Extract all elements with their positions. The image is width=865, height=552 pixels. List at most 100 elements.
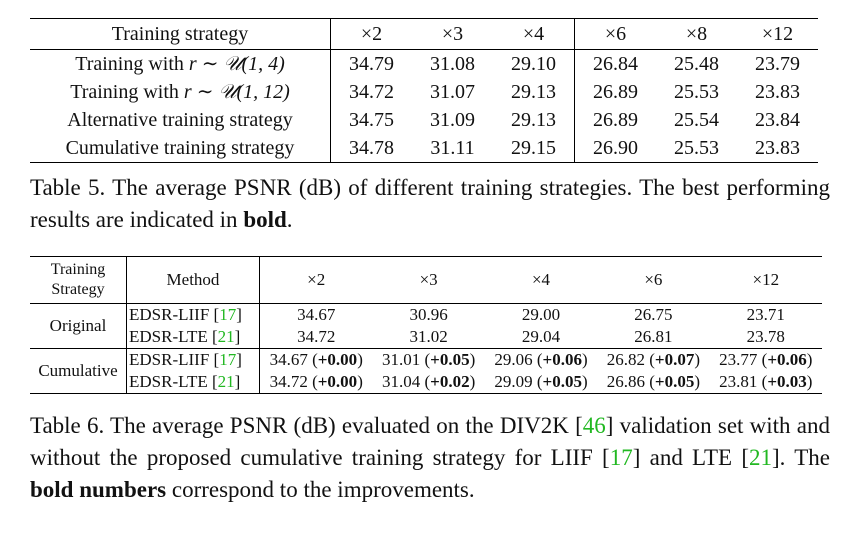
table-5-caption: Table 5. The average PSNR (dB) of differ… [30, 172, 830, 236]
t5-cell: 23.84 [755, 109, 800, 131]
t6-cell-value: 26.82 [606, 350, 645, 369]
t5-row: Training with r ∼ 𝒰(1, 12) 34.72 31.07 29.1… [30, 78, 818, 106]
t6-header-scale: ×4 [531, 270, 551, 289]
citation-link[interactable]: 17 [219, 305, 237, 324]
t6-cell-value: 29.06 [494, 350, 533, 369]
t6-cell-value: 26.86 [606, 372, 645, 391]
t5-cell: 34.72 [349, 81, 394, 103]
t6-group: Original EDSR-LIIF [17] 34.67 30.96 29.00 26.… [30, 303, 822, 349]
t6-header-scale: ×2 [307, 270, 326, 289]
t6-cell: 26.81 [597, 326, 709, 349]
table-6-caption: Table 6. The average PSNR (dB) evaluated… [30, 413, 830, 502]
t6-cell-delta: +0.00 [317, 350, 358, 369]
t5-caption-text: Table 5. The average PSNR (dB) of differ… [30, 175, 830, 232]
t5-row-label-prefix: Training with [70, 81, 184, 103]
t6-cell-delta: +0.05 [430, 350, 470, 369]
t5-row-label: Alternative training strategy [30, 106, 331, 134]
t5-row-label-math: r ∼ 𝒰(1, 12) [183, 81, 290, 103]
t5-row: Alternative training strategy 34.75 31.09 2… [30, 106, 818, 134]
citation-link[interactable]: 17 [219, 350, 237, 369]
citation-link[interactable]: 21 [217, 327, 235, 346]
t5-cell: 25.53 [674, 81, 719, 103]
t6-header-strategy-line2: Strategy [51, 281, 105, 298]
t6-cell-delta: +0.03 [767, 372, 807, 391]
t6-cell: 29.00 [485, 304, 597, 327]
t5-cell: 26.84 [593, 53, 638, 75]
t6-header-strategy-line1: Training [50, 261, 106, 278]
t6-cell-delta: +0.05 [542, 372, 582, 391]
t6-method-name: EDSR-LTE [129, 327, 208, 346]
t6-cell-value: 26.81 [634, 327, 673, 346]
t6-header-strategy: Training Strategy [30, 256, 127, 304]
t6-cell-value: 29.00 [521, 305, 561, 324]
t5-cell: 29.13 [493, 78, 575, 106]
t5-cell: 25.48 [674, 53, 719, 75]
t5-header-x2: ×2 [360, 23, 383, 45]
t6-row: Cumulative EDSR-LIIF [17] 34.67 (+0.00) 31.… [30, 348, 822, 394]
t6-cell-delta: +0.07 [654, 350, 695, 369]
t5-header-x3: ×3 [441, 23, 464, 45]
t6-header-method: Method [126, 256, 260, 304]
t6-method-name: EDSR-LIIF [129, 350, 210, 369]
citation-link[interactable]: 46 [582, 413, 606, 438]
t5-cell: 29.10 [493, 49, 575, 78]
t6-cell: 29.06 (+0.06) [494, 350, 588, 369]
t6-caption-bold: bold numbers [30, 477, 167, 502]
t5-header-x4: ×4 [493, 18, 575, 50]
t6-cell-value: 31.02 [409, 327, 448, 346]
t6-cell: 29.04 [485, 326, 597, 349]
t5-cell: 25.54 [674, 109, 719, 131]
t6-method-name: EDSR-LIIF [129, 305, 210, 324]
t6-caption-part: correspond to the improvements. [166, 477, 475, 502]
t5-cell: 31.11 [430, 137, 475, 159]
t6-cell-value: 23.78 [746, 327, 785, 346]
t5-row-label: Cumulative training strategy [30, 134, 331, 163]
t6-method: EDSR-LTE [21] [126, 326, 260, 349]
t6-cell-value: 34.67 [269, 350, 308, 369]
citation-link[interactable]: 21 [217, 372, 235, 391]
t6-method: EDSR-LTE [21] [126, 371, 260, 394]
t6-cell-value: 34.67 [297, 305, 336, 324]
t6-cell-value: 29.09 [494, 372, 533, 391]
t5-cell: 34.75 [349, 109, 394, 131]
t5-header-x6: ×6 [604, 23, 627, 45]
t5-cell: 23.83 [755, 81, 800, 103]
citation-link[interactable]: 17 [609, 445, 633, 470]
t6-group: Cumulative EDSR-LIIF [17] 34.67 (+0.00) 31.… [30, 348, 822, 394]
t6-method: EDSR-LIIF [17] [126, 303, 260, 326]
t6-cell: 34.67 (+0.00) [269, 350, 363, 369]
t6-caption-part: and LTE [640, 445, 742, 470]
t6-caption-part: . The [779, 445, 830, 470]
t6-cell-value: 34.72 [269, 372, 308, 391]
t6-cell: 30.96 [372, 304, 484, 327]
t5-row-label-math: r ∼ 𝒰(1, 4) [188, 53, 285, 75]
citation-link[interactable]: 21 [749, 445, 772, 470]
t6-header-scale: ×12 [752, 270, 780, 289]
t6-cell-value: 31.01 [382, 350, 421, 369]
t5-cell: 29.13 [493, 106, 575, 134]
t5-row-label-text: Alternative training strategy [67, 109, 293, 131]
t6-cell-delta: +0.00 [317, 372, 358, 391]
t6-group-name: Original [30, 303, 127, 349]
table-6-header-row: Training Strategy Method ×2 ×3 ×4 ×6 ×12 [30, 256, 822, 304]
t5-row: Training with r ∼ 𝒰(1, 4) 34.79 31.08 29.10… [30, 49, 818, 78]
table-5: Training strategy ×2 ×3 ×4 ×6 ×8 ×12 Tra… [30, 18, 818, 163]
t6-cell-value: 26.75 [634, 305, 673, 324]
t6-cell: 31.02 [372, 326, 484, 349]
t6-cell: 26.86 (+0.05) [606, 372, 701, 391]
t5-cell: 31.07 [430, 81, 475, 103]
t5-cell: 23.79 [755, 53, 800, 75]
t5-header-x8: ×8 [685, 23, 708, 45]
t6-cell-value: 23.81 [719, 372, 758, 391]
t5-caption-end: . [286, 207, 293, 232]
t6-group-name: Cumulative [30, 348, 127, 394]
t5-cell: 26.89 [593, 109, 638, 131]
t6-cell-delta: +0.06 [542, 350, 582, 369]
t5-row-label: Training with r ∼ 𝒰(1, 12) [30, 78, 331, 106]
t6-cell-value: 34.72 [297, 327, 336, 346]
t6-method-name: EDSR-LTE [129, 372, 208, 391]
t6-cell-delta: +0.05 [654, 372, 695, 391]
t6-cell: 29.09 (+0.05) [494, 372, 588, 391]
t5-cell: 31.09 [430, 109, 475, 131]
t6-header-scale: ×6 [644, 270, 663, 289]
